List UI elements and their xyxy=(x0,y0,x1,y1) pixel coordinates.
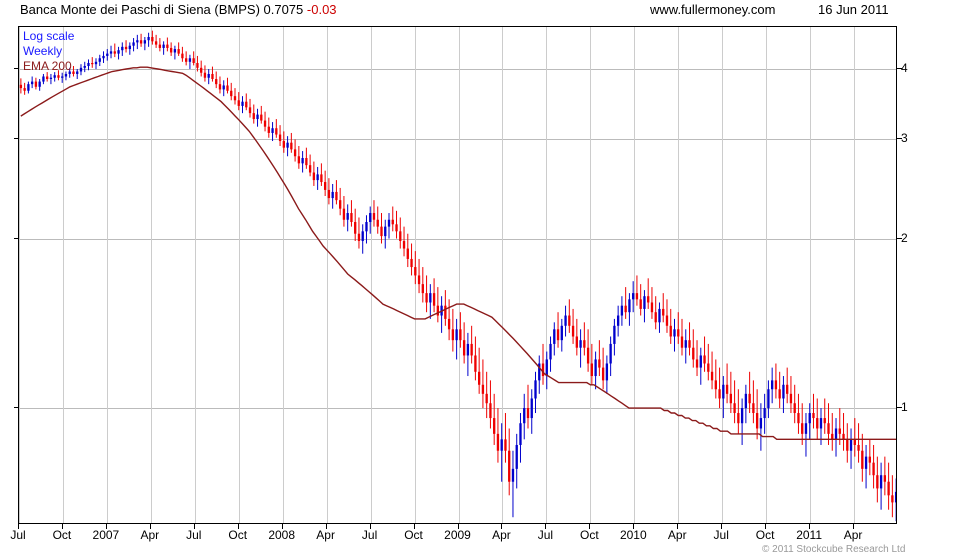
x-axis-label-0: Jul xyxy=(10,528,26,542)
x-axis-tick-10 xyxy=(457,524,459,529)
gridline-h-2 xyxy=(19,239,896,240)
x-axis-tick-5 xyxy=(237,524,239,529)
y-axis-label-1: 1 xyxy=(901,400,908,415)
minor-tick xyxy=(14,138,18,140)
x-axis-tick-4 xyxy=(193,524,195,529)
minor-tick xyxy=(898,68,902,70)
x-axis-tick-11 xyxy=(501,524,503,529)
x-axis-label-9: Oct xyxy=(404,528,423,542)
x-axis-tick-0 xyxy=(18,524,19,529)
as-of-date: 16 Jun 2011 xyxy=(818,2,889,17)
x-axis-tick-17 xyxy=(765,524,767,529)
gridline-v-2 xyxy=(107,27,108,523)
candlestick-series xyxy=(19,30,896,522)
minor-tick xyxy=(898,138,902,140)
gridline-v-4 xyxy=(195,27,196,523)
x-axis-label-5: Oct xyxy=(228,528,248,542)
x-axis-label-11: Apr xyxy=(492,528,511,542)
x-axis-label-17: Oct xyxy=(755,528,775,542)
x-axis-label-7: Apr xyxy=(316,528,335,542)
gridline-v-6 xyxy=(283,27,284,523)
x-axis-tick-8 xyxy=(369,524,371,529)
price-change: -0.03 xyxy=(306,2,337,17)
x-axis-label-15: Apr xyxy=(667,528,687,542)
gridline-v-18 xyxy=(810,27,811,523)
x-axis-tick-15 xyxy=(677,524,679,529)
minor-tick xyxy=(14,68,18,70)
x-axis-label-6: 2008 xyxy=(268,528,296,542)
ema-200-line xyxy=(20,66,896,440)
x-axis-label-3: Apr xyxy=(140,528,160,542)
x-axis-label-13: Oct xyxy=(580,528,599,542)
chart-title: Banca Monte dei Paschi di Siena (BMPS) 0… xyxy=(20,2,337,17)
gridline-v-11 xyxy=(502,27,503,523)
legend-ema-200: EMA 200 xyxy=(23,59,72,73)
x-axis-tick-12 xyxy=(545,524,547,529)
x-axis-tick-13 xyxy=(589,524,591,529)
gridline-h-4 xyxy=(19,69,896,70)
x-axis-tick-3 xyxy=(149,524,151,529)
legend-log-scale: Log scale xyxy=(23,29,75,43)
site-url: www.fullermoney.com xyxy=(650,2,776,17)
x-axis-tick-18 xyxy=(809,524,811,529)
gridline-v-5 xyxy=(239,27,240,523)
x-axis-label-4: Jul xyxy=(186,528,202,542)
x-axis-label-16: Jul xyxy=(713,528,729,542)
minor-tick xyxy=(14,407,18,409)
x-axis-tick-7 xyxy=(325,524,327,529)
gridline-v-12 xyxy=(546,27,547,523)
gridline-v-15 xyxy=(678,27,679,523)
x-axis-tick-1 xyxy=(61,524,63,529)
gridline-h-3 xyxy=(19,139,896,140)
x-axis-tick-16 xyxy=(721,524,723,529)
gridline-v-8 xyxy=(371,27,372,523)
gridline-v-13 xyxy=(590,27,591,523)
copyright-notice: © 2011 Stockcube Research Ltd xyxy=(762,544,906,555)
x-axis-tick-6 xyxy=(281,524,283,529)
x-axis-label-10: 2009 xyxy=(444,528,471,542)
series-canvas xyxy=(19,27,896,523)
gridline-v-17 xyxy=(766,27,767,523)
minor-tick xyxy=(898,407,902,409)
gridline-v-0 xyxy=(19,27,20,523)
gridline-v-19 xyxy=(854,27,855,523)
y-axis-label-3: 3 xyxy=(901,131,908,146)
x-axis-label-18: 2011 xyxy=(796,528,822,542)
gridline-v-7 xyxy=(327,27,328,523)
y-axis-label-4: 4 xyxy=(901,61,908,76)
x-axis-label-2: 2007 xyxy=(92,528,120,542)
instrument-title: Banca Monte dei Paschi di Siena (BMPS) 0… xyxy=(20,2,304,17)
plot-area: Log scale Weekly EMA 200 xyxy=(18,26,897,524)
gridline-v-1 xyxy=(63,27,64,523)
x-axis-tick-14 xyxy=(633,524,635,529)
gridline-v-10 xyxy=(459,27,460,523)
x-axis-label-19: Apr xyxy=(843,528,863,542)
gridline-v-3 xyxy=(151,27,152,523)
gridline-v-14 xyxy=(634,27,635,523)
gridline-h-1 xyxy=(19,408,896,409)
minor-tick xyxy=(14,237,18,239)
gridline-v-16 xyxy=(722,27,723,523)
legend-weekly: Weekly xyxy=(23,44,63,58)
x-axis-tick-9 xyxy=(413,524,415,529)
x-axis-tick-2 xyxy=(105,524,107,529)
x-axis-label-8: Jul xyxy=(361,528,378,542)
x-axis-tick-19 xyxy=(853,524,855,529)
minor-tick xyxy=(898,237,902,239)
y-axis-label-2: 2 xyxy=(901,230,908,245)
x-axis-label-1: Oct xyxy=(52,528,72,542)
x-axis-label-12: Jul xyxy=(537,528,554,542)
x-axis-label-14: 2010 xyxy=(619,528,647,542)
